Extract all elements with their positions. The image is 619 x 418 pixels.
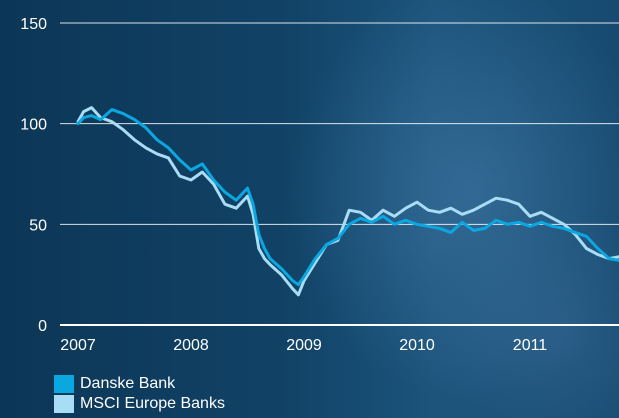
legend-item-danske-bank: Danske Bank	[54, 374, 225, 394]
legend-swatch-msci-europe-banks	[54, 395, 74, 413]
x-tick-label-2007: 2007	[60, 337, 96, 354]
legend-item-msci-europe-banks: MSCI Europe Banks	[54, 394, 225, 414]
x-tick-label-2011: 2011	[513, 337, 548, 354]
y-tick-labels: 0 50 100 150	[20, 16, 47, 335]
legend-label-danske-bank: Danske Bank	[80, 375, 176, 392]
y-tick-label-0: 0	[38, 318, 47, 335]
gridlines	[60, 22, 619, 326]
legend: Danske Bank MSCI Europe Banks	[54, 374, 225, 414]
x-tick-label-2010: 2010	[399, 337, 435, 354]
x-tick-labels: 2007 2008 2009 2010 2011	[60, 337, 547, 354]
x-tick-label-2009: 2009	[286, 337, 322, 354]
series-lines	[76, 106, 619, 297]
x-tick-label-2008: 2008	[173, 337, 209, 354]
y-tick-label-150: 150	[20, 16, 47, 33]
series-line-danske-bank	[76, 108, 619, 287]
series-line-msci-europe-banks	[76, 106, 619, 297]
y-tick-label-100: 100	[20, 117, 47, 134]
legend-swatch-danske-bank	[54, 375, 74, 393]
legend-label-msci-europe-banks: MSCI Europe Banks	[80, 395, 225, 412]
y-tick-label-50: 50	[29, 217, 47, 234]
